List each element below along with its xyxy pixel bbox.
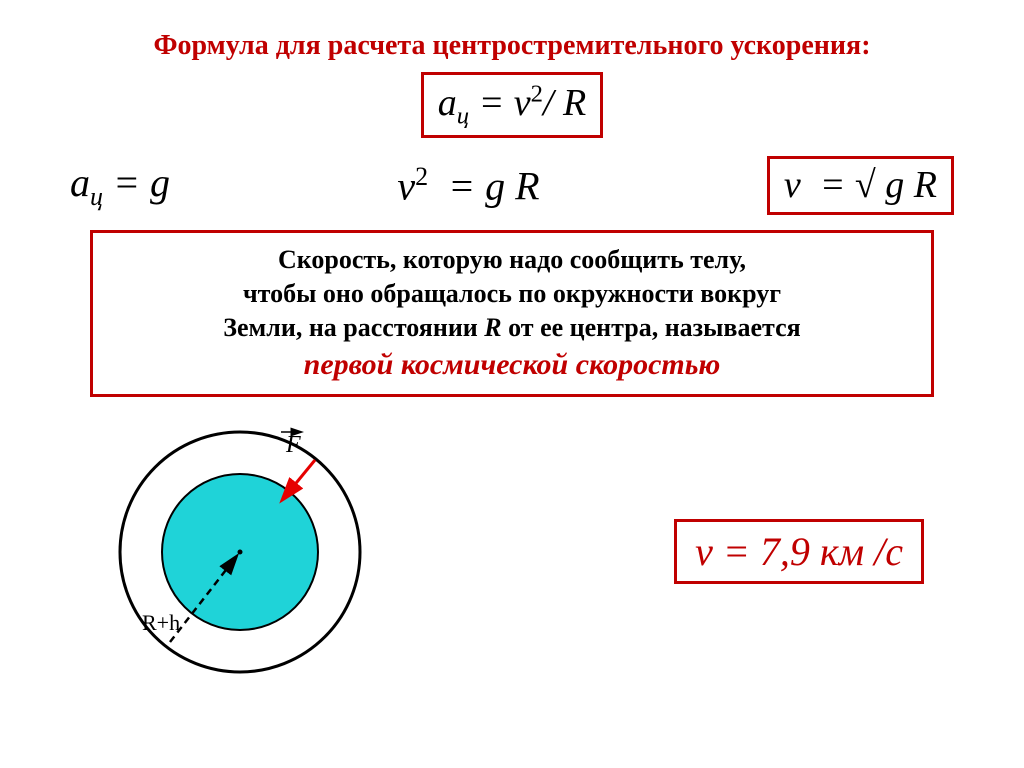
main-formula-row: ац = v2/ R: [60, 72, 964, 138]
formula-v2-equals-gr: v2 = g R: [397, 162, 539, 209]
formula-text: ац = v2/ R: [438, 82, 587, 124]
bottom-row: R+h F v = 7,9 км /с: [60, 412, 964, 692]
center-dot: [238, 549, 243, 554]
formula-a-equals-g: ац = g: [70, 159, 170, 212]
radius-label: R+h: [142, 610, 180, 635]
page-title: Формула для расчета центростремительного…: [60, 30, 964, 62]
slide: Формула для расчета центростремительного…: [0, 0, 1024, 768]
orbit-svg: R+h F: [100, 412, 380, 692]
definition-line-1: Скорость, которую надо сообщить телу,: [111, 243, 913, 277]
orbit-diagram: R+h F: [100, 412, 380, 692]
derivation-row: ац = g v2 = g R v = √ g R: [70, 156, 954, 216]
definition-line-3: Земли, на расстоянии R от ее центра, наз…: [111, 311, 913, 345]
velocity-value: v = 7,9 км /с: [674, 519, 924, 584]
formula-v-equals-sqrt-gr: v = √ g R: [767, 156, 954, 216]
main-formula: ац = v2/ R: [421, 72, 604, 138]
definition-box: Скорость, которую надо сообщить телу, чт…: [90, 230, 934, 396]
definition-line-2: чтобы оно обращалось по окружности вокру…: [111, 277, 913, 311]
force-label: F: [285, 432, 301, 458]
definition-cosmic: первой космической скоростью: [111, 345, 913, 384]
